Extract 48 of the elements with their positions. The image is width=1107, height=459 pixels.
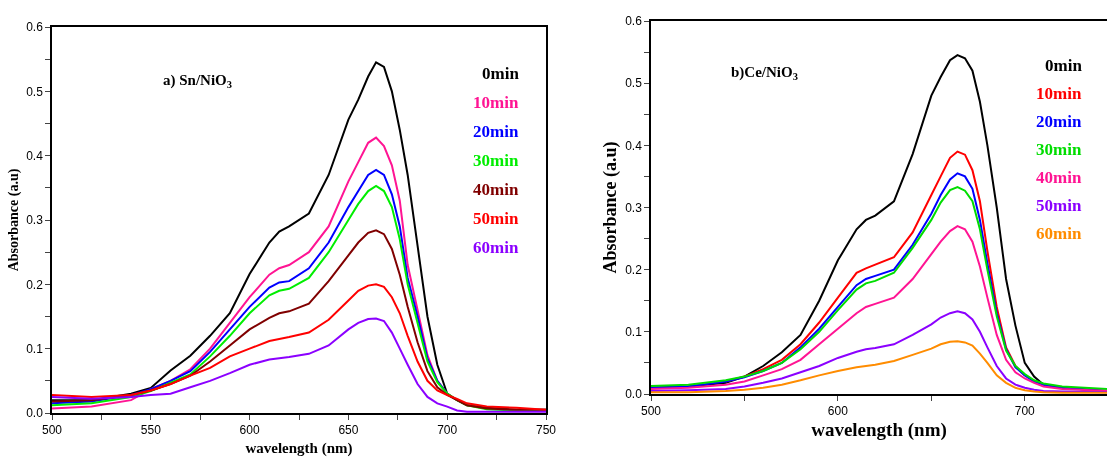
x-tick-label: 600 <box>827 404 849 419</box>
x-tick-label: 650 <box>338 423 359 438</box>
x-axis-title: wavelength (nm) <box>811 419 947 442</box>
y-tick-label: 0.6 <box>625 14 643 29</box>
y-tick-label: 0.6 <box>26 20 44 35</box>
y-tick-label: 0.5 <box>625 76 643 91</box>
text: 50min <box>1036 196 1082 215</box>
y-tick-label: 0.0 <box>26 406 44 421</box>
y-axis-title: Absorbance (a.u) <box>6 168 23 272</box>
y-tick-label: 0.4 <box>26 148 44 163</box>
line-series <box>52 283 546 411</box>
x-tick-label: 550 <box>140 423 162 438</box>
y-tick-label: 0.1 <box>26 341 44 356</box>
x-tick-label: 500 <box>41 423 63 438</box>
x-tick-label: 500 <box>640 404 662 419</box>
x-tick-label: 700 <box>1014 404 1036 419</box>
x-tick-label: 600 <box>239 423 260 438</box>
y-tick-label: 0.2 <box>625 262 643 277</box>
text: b)Ce/NiO$_{3}$ <box>731 64 798 83</box>
line-series <box>651 225 1107 392</box>
y-tick-label: 0.3 <box>26 213 44 228</box>
text: 60min <box>473 238 519 257</box>
text: 0min <box>482 64 520 83</box>
text: 50min <box>473 209 519 228</box>
y-axis-title: Absorbance (a.u) <box>599 141 621 274</box>
text: 60min <box>1036 224 1082 243</box>
text: 40min <box>1036 168 1082 187</box>
text: 20min <box>473 122 519 141</box>
y-tick-label: 0.5 <box>26 84 44 99</box>
text: 20min <box>1036 112 1082 131</box>
x-tick-label: 700 <box>437 423 458 438</box>
y-tick-label: 0.0 <box>625 387 643 402</box>
x-tick-label: 750 <box>535 423 557 438</box>
text: 0min <box>1045 56 1083 75</box>
text: 30min <box>1036 140 1082 159</box>
y-tick-label: 0.1 <box>625 325 643 340</box>
text: 10min <box>1036 84 1082 103</box>
y-tick-label: 0.2 <box>26 277 44 292</box>
text: 10min <box>473 93 519 112</box>
text: 30min <box>473 151 519 170</box>
line-series <box>52 317 546 413</box>
line-series <box>651 340 1107 394</box>
y-tick-label: 0.3 <box>625 200 643 215</box>
line-series <box>651 310 1107 394</box>
text: a) Sn/NiO$_{3}$ <box>163 72 233 91</box>
x-axis-title: wavelength (nm) <box>245 439 353 457</box>
text: 40min <box>473 180 519 199</box>
y-tick-label: 0.4 <box>625 138 643 153</box>
